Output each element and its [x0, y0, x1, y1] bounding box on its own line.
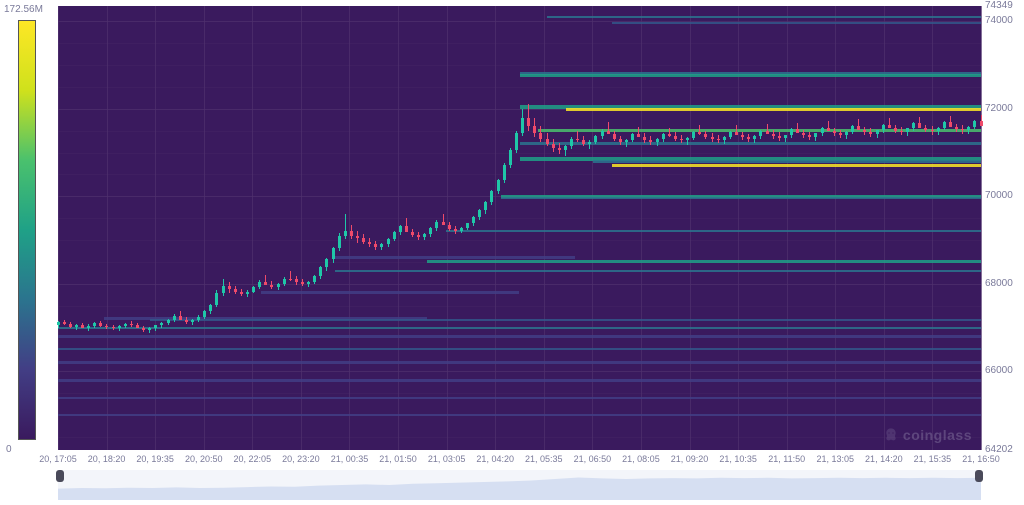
x-tick-label: 20, 22:05 [234, 454, 272, 464]
colorbar [18, 20, 36, 440]
y-tick-label: 72000 [985, 103, 1024, 114]
x-tick-label: 21, 03:05 [428, 454, 466, 464]
x-tick-label: 21, 16:50 [962, 454, 1000, 464]
x-tick-label: 21, 10:35 [719, 454, 757, 464]
chart-plot-area[interactable] [58, 6, 981, 450]
x-tick-label: 21, 00:35 [331, 454, 369, 464]
scrubber-handle-right[interactable] [975, 470, 983, 482]
x-tick-label: 20, 23:20 [282, 454, 320, 464]
time-scrubber[interactable] [58, 470, 981, 500]
x-tick-label: 21, 08:05 [622, 454, 660, 464]
scrubber-handle-left[interactable] [56, 470, 64, 482]
colorbar-max-label: 172.56M [4, 4, 43, 15]
gorilla-icon [883, 427, 899, 443]
y-tick-label: 74000 [985, 15, 1024, 26]
watermark: coinglass [883, 427, 972, 443]
x-tick-label: 21, 13:05 [816, 454, 854, 464]
y-tick-label: 68000 [985, 278, 1024, 289]
scrubber-area-chart [58, 470, 981, 500]
y-tick-label: 70000 [985, 190, 1024, 201]
x-tick-label: 21, 05:35 [525, 454, 563, 464]
x-tick-label: 21, 14:20 [865, 454, 903, 464]
x-tick-label: 21, 09:20 [671, 454, 709, 464]
x-tick-label: 20, 17:05 [39, 454, 77, 464]
y-tick-label: 66000 [985, 365, 1024, 376]
x-tick-label: 21, 04:20 [476, 454, 514, 464]
x-tick-label: 20, 20:50 [185, 454, 223, 464]
y-tick-label: 74349 [985, 0, 1024, 11]
x-tick-label: 20, 18:20 [88, 454, 126, 464]
x-tick-label: 21, 11:50 [768, 454, 805, 464]
chart-container: 172.56M 0 642026600068000700007200074000… [0, 0, 1024, 505]
x-tick-label: 20, 19:35 [136, 454, 174, 464]
watermark-text: coinglass [903, 427, 972, 443]
x-tick-label: 21, 06:50 [574, 454, 612, 464]
x-tick-label: 21, 15:35 [914, 454, 952, 464]
x-tick-label: 21, 01:50 [379, 454, 417, 464]
colorbar-min-label: 0 [6, 444, 12, 455]
